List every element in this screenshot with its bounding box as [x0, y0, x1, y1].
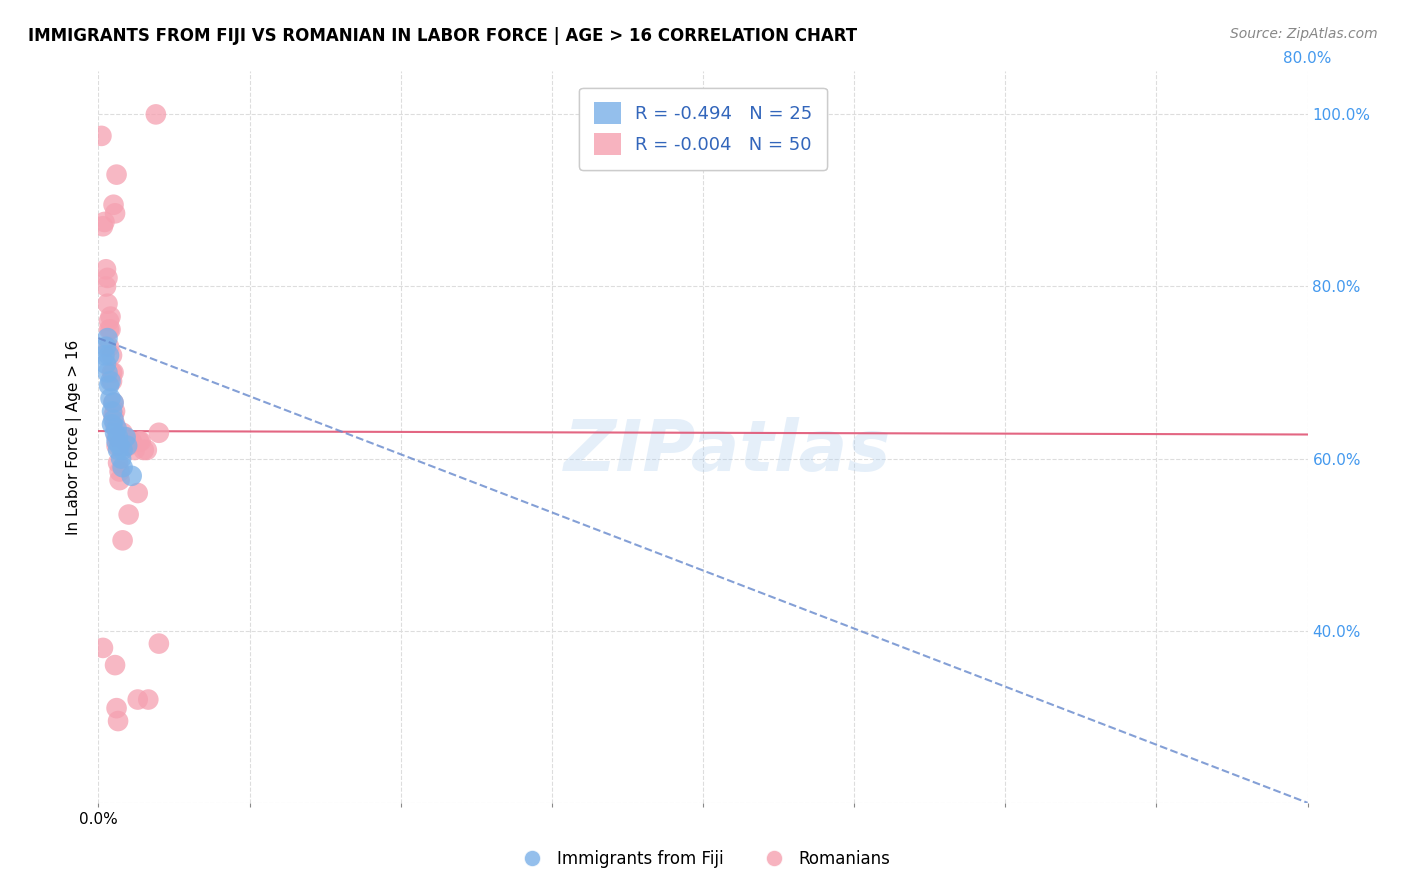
- Point: [145, 107, 167, 121]
- Point: [115, 439, 138, 453]
- Point: [101, 374, 124, 388]
- Point: [132, 442, 155, 457]
- Point: [121, 468, 143, 483]
- Point: [103, 366, 125, 380]
- Point: [104, 417, 127, 432]
- Point: [91, 640, 114, 655]
- Point: [91, 219, 114, 234]
- Point: [103, 198, 125, 212]
- Text: Source: ZipAtlas.com: Source: ZipAtlas.com: [1230, 27, 1378, 41]
- Point: [127, 692, 149, 706]
- Point: [98, 348, 121, 362]
- Point: [103, 395, 125, 409]
- Point: [103, 409, 125, 423]
- Point: [104, 206, 127, 220]
- Point: [94, 357, 117, 371]
- Point: [127, 486, 149, 500]
- Point: [101, 417, 124, 432]
- Point: [124, 442, 146, 457]
- Point: [148, 425, 170, 440]
- Point: [104, 404, 127, 418]
- Point: [96, 366, 118, 380]
- Point: [100, 392, 122, 406]
- Point: [118, 508, 141, 522]
- Point: [107, 456, 129, 470]
- Y-axis label: In Labor Force | Age > 16: In Labor Force | Age > 16: [66, 340, 83, 534]
- Point: [94, 279, 117, 293]
- Point: [98, 378, 121, 392]
- Point: [135, 442, 157, 457]
- Point: [105, 430, 128, 444]
- Point: [108, 439, 131, 453]
- Legend: Immigrants from Fiji, Romanians: Immigrants from Fiji, Romanians: [509, 844, 897, 875]
- Point: [100, 374, 122, 388]
- Point: [111, 442, 134, 457]
- Point: [93, 348, 115, 362]
- Point: [100, 322, 122, 336]
- Point: [108, 465, 131, 479]
- Point: [110, 451, 132, 466]
- Point: [103, 413, 125, 427]
- Point: [107, 442, 129, 457]
- Point: [96, 296, 118, 310]
- Legend: R = -0.494   N = 25, R = -0.004   N = 50: R = -0.494 N = 25, R = -0.004 N = 50: [579, 87, 827, 169]
- Text: IMMIGRANTS FROM FIJI VS ROMANIAN IN LABOR FORCE | AGE > 16 CORRELATION CHART: IMMIGRANTS FROM FIJI VS ROMANIAN IN LABO…: [28, 27, 858, 45]
- Point: [111, 460, 134, 475]
- Point: [105, 168, 128, 182]
- Point: [98, 322, 121, 336]
- Point: [104, 425, 127, 440]
- Point: [107, 714, 129, 728]
- Point: [101, 348, 124, 362]
- Point: [111, 425, 134, 440]
- Point: [129, 434, 152, 449]
- Point: [111, 533, 134, 548]
- Point: [98, 340, 121, 354]
- Point: [114, 430, 136, 444]
- Point: [114, 434, 136, 449]
- Point: [93, 215, 115, 229]
- Point: [94, 262, 117, 277]
- Point: [118, 439, 141, 453]
- Point: [136, 692, 159, 706]
- Point: [105, 421, 128, 435]
- Text: ZIPatlas: ZIPatlas: [564, 417, 891, 486]
- Point: [121, 434, 143, 449]
- Point: [128, 434, 150, 449]
- Point: [101, 366, 124, 380]
- Point: [112, 430, 135, 444]
- Point: [94, 340, 117, 354]
- Point: [104, 658, 127, 673]
- Point: [90, 128, 112, 143]
- Point: [105, 439, 128, 453]
- Point: [105, 701, 128, 715]
- Point: [98, 314, 121, 328]
- Point: [100, 310, 122, 324]
- Point: [101, 404, 124, 418]
- Point: [96, 271, 118, 285]
- Point: [96, 331, 118, 345]
- Point: [105, 434, 128, 449]
- Point: [108, 473, 131, 487]
- Point: [103, 395, 125, 409]
- Point: [148, 637, 170, 651]
- Point: [107, 430, 129, 444]
